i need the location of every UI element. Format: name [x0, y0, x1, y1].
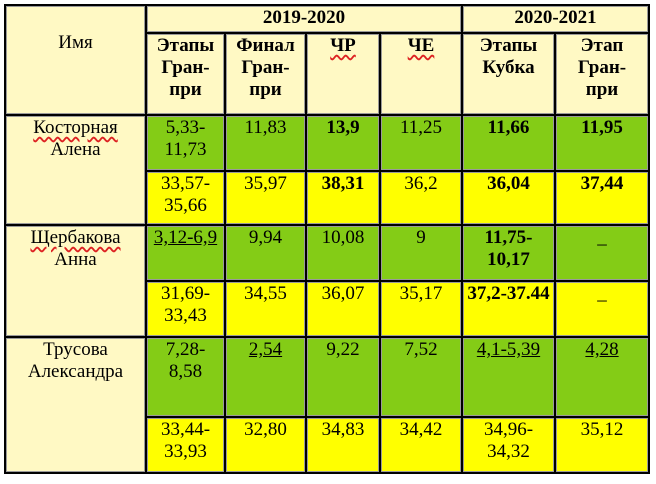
- scores-table: Имя 2019-2020 2020-2021 Этапы Гран-при Фи…: [4, 4, 650, 474]
- skater-name: Щербакова Анна: [4, 224, 147, 338]
- skater-name: Трусова Александра: [4, 336, 147, 474]
- score-cell: 2,54: [224, 336, 307, 418]
- score-cell: 4,1-5,39: [461, 336, 556, 418]
- score-cell: 34,96-34,32: [461, 416, 556, 474]
- name-header: Имя: [4, 4, 147, 116]
- score-cell: 11,95: [554, 114, 650, 172]
- col-header-cup-stages: Этапы Кубка: [461, 32, 556, 116]
- score-cell: 7,28-8,58: [145, 336, 226, 418]
- score-cell: 37,2-37.44: [461, 280, 556, 338]
- score-cell: 9,94: [224, 224, 307, 282]
- season-header-2020-2021: 2020-2021: [461, 4, 650, 34]
- col-header-chr: ЧР: [305, 32, 381, 116]
- score-cell: 11,66: [461, 114, 556, 172]
- score-cell: 35,12: [554, 416, 650, 474]
- score-cell: 3,12-6,9: [145, 224, 226, 282]
- season-header-2019-2020: 2019-2020: [145, 4, 463, 34]
- score-cell: 9,22: [305, 336, 381, 418]
- score-cell: 38,31: [305, 170, 381, 226]
- col-header-che: ЧЕ: [379, 32, 463, 116]
- score-cell: 34,55: [224, 280, 307, 338]
- score-cell: 11,75-10,17: [461, 224, 556, 282]
- col-header-gp-final: Финал Гран-при: [224, 32, 307, 116]
- score-cell: 31,69-33,43: [145, 280, 226, 338]
- score-cell: 37,44: [554, 170, 650, 226]
- score-cell: 4,28: [554, 336, 650, 418]
- score-cell: 10,08: [305, 224, 381, 282]
- score-cell: 5,33-11,73: [145, 114, 226, 172]
- score-cell: 35,17: [379, 280, 463, 338]
- score-cell: 9: [379, 224, 463, 282]
- score-cell: 32,80: [224, 416, 307, 474]
- col-header-gp-stages: Этапы Гран-при: [145, 32, 226, 116]
- score-cell: 11,25: [379, 114, 463, 172]
- skater-name: Косторная Алена: [4, 114, 147, 226]
- score-cell: 35,97: [224, 170, 307, 226]
- score-cell: _: [554, 280, 650, 338]
- score-cell: 13,9: [305, 114, 381, 172]
- col-header-gp-stage: Этап Гран-при: [554, 32, 650, 116]
- score-cell: 36,04: [461, 170, 556, 226]
- score-cell: 36,2: [379, 170, 463, 226]
- score-cell: 7,52: [379, 336, 463, 418]
- score-cell: 34,83: [305, 416, 381, 474]
- score-cell: 33,44-33,93: [145, 416, 226, 474]
- score-cell: 34,42: [379, 416, 463, 474]
- score-cell: 11,83: [224, 114, 307, 172]
- score-cell: 33,57-35,66: [145, 170, 226, 226]
- score-cell: _: [554, 224, 650, 282]
- score-cell: 36,07: [305, 280, 381, 338]
